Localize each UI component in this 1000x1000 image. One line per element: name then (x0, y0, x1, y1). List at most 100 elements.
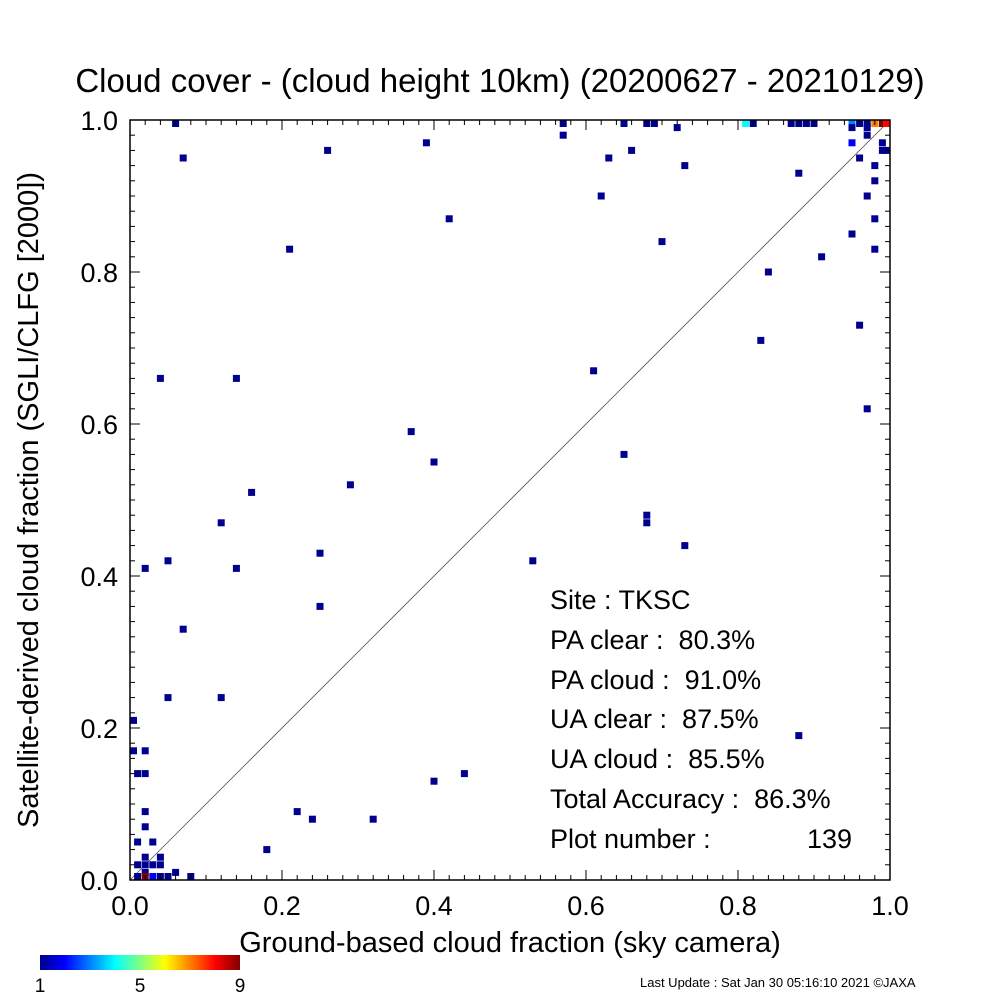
data-point (430, 458, 438, 466)
data-point (316, 549, 324, 557)
data-point (217, 519, 225, 527)
data-point (742, 120, 750, 127)
data-point (430, 777, 438, 785)
data-point (871, 215, 879, 223)
x-tick-label: 0.4 (415, 891, 453, 921)
data-point (650, 120, 658, 127)
data-point (856, 321, 864, 329)
data-point (681, 542, 689, 550)
data-point (407, 428, 415, 436)
data-point (757, 336, 765, 344)
data-point (134, 838, 142, 846)
data-point (422, 139, 430, 147)
x-tick-label: 1.0 (871, 891, 909, 921)
data-point (172, 868, 180, 876)
y-tick-labels: 0.0 0.2 0.4 0.6 0.8 1.0 (80, 106, 118, 896)
last-update-footer: Last Update : Sat Jan 30 05:16:10 2021 ©… (640, 975, 916, 990)
colorbar: 1 5 9 (35, 955, 246, 997)
data-point (149, 861, 157, 869)
data-point (863, 131, 871, 139)
data-point (232, 374, 240, 382)
data-point (795, 732, 803, 740)
data-point (802, 120, 810, 127)
data-point (795, 169, 803, 177)
data-point (141, 747, 149, 755)
data-point (559, 120, 567, 127)
data-point (217, 694, 225, 702)
data-point (346, 481, 354, 489)
stat-pa-clear: PA clear : 80.3% (550, 625, 756, 655)
data-point (164, 694, 172, 702)
colorbar-label-mid: 5 (135, 976, 146, 997)
data-point (597, 192, 605, 200)
data-point (460, 770, 468, 778)
data-point (848, 230, 856, 238)
data-point (643, 519, 651, 527)
data-point (369, 815, 377, 823)
data-point (878, 139, 886, 147)
colorbar-gradient (40, 955, 240, 970)
data-point (605, 154, 613, 162)
data-point (141, 861, 149, 869)
data-point (141, 770, 149, 778)
data-point (286, 245, 294, 253)
y-tick-label: 1.0 (80, 106, 118, 136)
data-point (179, 625, 187, 633)
data-point (658, 238, 666, 246)
data-point (232, 564, 240, 572)
data-point (863, 124, 871, 132)
data-point (878, 120, 886, 127)
data-point (764, 268, 772, 276)
data-point (293, 808, 301, 816)
y-tick-label: 0.2 (80, 714, 118, 744)
data-point (179, 154, 187, 162)
x-axis-label: Ground-based cloud fraction (sky camera) (239, 927, 781, 959)
colorbar-label-max: 9 (235, 976, 246, 997)
data-point (324, 146, 332, 154)
data-point (681, 162, 689, 170)
stat-plot-number-label: Plot number : (550, 824, 711, 854)
y-tick-label: 0.0 (80, 866, 118, 896)
colorbar-label-min: 1 (35, 976, 46, 997)
axis-ticks (129, 119, 891, 881)
data-point (149, 838, 157, 846)
data-point (643, 511, 651, 519)
data-point (141, 808, 149, 816)
data-point (316, 602, 324, 610)
data-point (673, 124, 681, 132)
stat-site: Site : TKSC (550, 585, 691, 615)
data-point (308, 815, 316, 823)
data-point (141, 853, 149, 861)
data-point (263, 846, 271, 854)
data-point (863, 192, 871, 200)
y-tick-label: 0.8 (80, 258, 118, 288)
data-point (628, 146, 636, 154)
data-point (559, 131, 567, 139)
plot-area (129, 119, 891, 881)
data-point (871, 162, 879, 170)
data-point (863, 120, 871, 127)
data-point (863, 405, 871, 413)
data-point (141, 823, 149, 831)
data-point (848, 139, 856, 147)
data-point (156, 853, 164, 861)
data-point (141, 564, 149, 572)
data-point (164, 873, 172, 880)
x-tick-label: 0.6 (567, 891, 605, 921)
stat-ua-clear: UA clear : 87.5% (550, 704, 759, 734)
stat-plot-number-value: 139 (807, 824, 853, 854)
data-point (156, 861, 164, 869)
y-tick-label: 0.4 (80, 562, 118, 592)
data-point (871, 245, 879, 253)
data-point (620, 450, 628, 458)
data-point (130, 716, 137, 724)
x-tick-label: 0.0 (111, 891, 149, 921)
data-point (529, 557, 537, 565)
data-point (590, 367, 598, 375)
data-point (134, 770, 142, 778)
diagonal-line (129, 119, 891, 881)
stat-ua-cloud: UA cloud : 85.5% (550, 744, 765, 774)
data-point (445, 215, 453, 223)
data-point (878, 146, 886, 154)
